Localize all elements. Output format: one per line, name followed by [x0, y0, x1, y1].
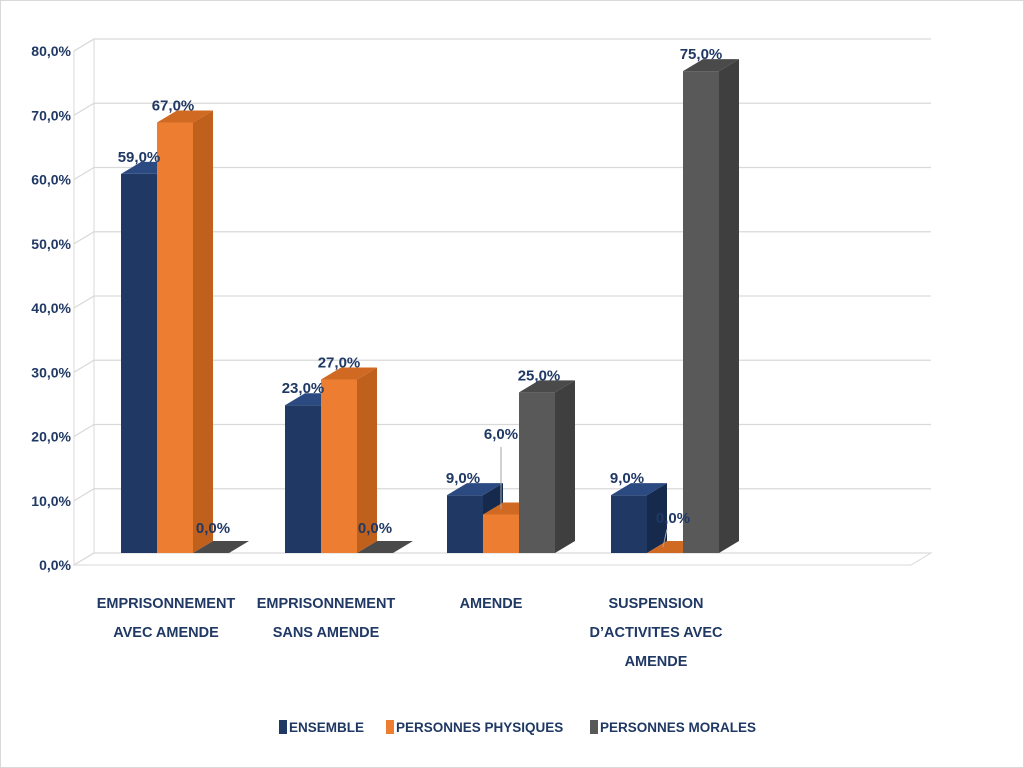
- bar-1-1: [321, 367, 377, 553]
- category-label-line: AVEC AMENDE: [113, 625, 219, 641]
- bar-side: [357, 367, 377, 553]
- legend-label: PERSONNES PHYSIQUES: [396, 720, 563, 735]
- bar-front: [447, 495, 483, 553]
- category-label-line: AMENDE: [625, 654, 688, 670]
- y-tick-label: 50,0%: [31, 236, 71, 252]
- bar-front: [519, 392, 555, 553]
- category-label-line: EMPRISONNEMENT: [97, 596, 236, 612]
- y-axis-ticks: 0,0% 10,0% 20,0% 30,0% 40,0% 50,0% 60,0% 70,0% 8…: [31, 43, 71, 573]
- y-tick-label: 70,0%: [31, 107, 71, 123]
- bar-front: [483, 514, 519, 553]
- category-label-line: EMPRISONNEMENT: [257, 596, 396, 612]
- data-label: 0,0%: [358, 520, 392, 537]
- legend-swatch: [279, 720, 287, 734]
- category-label-line: D’ACTIVITES AVEC: [590, 625, 723, 641]
- legend-item-2: PERSONNES MORALES: [590, 720, 756, 735]
- bar-front: [321, 379, 357, 553]
- y-tick-label: 0,0%: [39, 557, 71, 573]
- data-label: 59,0%: [118, 149, 161, 166]
- bar-top: [447, 483, 503, 496]
- bar-front: [285, 405, 321, 553]
- data-label: 23,0%: [282, 380, 325, 397]
- legend-swatch: [386, 720, 394, 734]
- legend-swatch: [590, 720, 598, 734]
- y-tick-label: 10,0%: [31, 493, 71, 509]
- gridlines: [73, 38, 931, 566]
- gridline: [73, 38, 931, 52]
- category-labels: EMPRISONNEMENT AVEC AMENDE EMPRISONNEMENT S…: [97, 596, 723, 670]
- bar-front: [683, 71, 719, 553]
- data-label: 9,0%: [446, 470, 480, 487]
- category-label-line: SUSPENSION: [608, 596, 703, 612]
- y-tick-label: 80,0%: [31, 43, 71, 59]
- y-tick-label: 40,0%: [31, 300, 71, 316]
- data-label: 67,0%: [152, 98, 195, 115]
- bar-front: [121, 173, 157, 554]
- legend-item-1: PERSONNES PHYSIQUES: [386, 720, 563, 735]
- category-label: AMENDE: [460, 596, 523, 612]
- legend-item-0: ENSEMBLE: [279, 720, 364, 735]
- gridline: [73, 295, 931, 309]
- bar-side: [193, 110, 213, 554]
- leader-lines: [500, 447, 668, 548]
- bar-2-2: [519, 380, 575, 553]
- bar-top: [611, 483, 667, 496]
- bar-side: [647, 483, 667, 553]
- bar-0-2: [193, 541, 249, 553]
- y-tick-label: 60,0%: [31, 172, 71, 188]
- data-label: 0,0%: [196, 520, 230, 537]
- bar-front: [157, 122, 193, 554]
- bar-top: [357, 541, 413, 553]
- bar-top: [683, 59, 739, 72]
- leader-line: [662, 528, 668, 548]
- data-label: 75,0%: [680, 46, 723, 63]
- category-label: EMPRISONNEMENT AVEC AMENDE: [97, 596, 236, 641]
- data-labels: 59,0% 23,0% 9,0% 9,0% 67,0% 27,0% 6,0% 0,0% 0,0%…: [118, 46, 723, 537]
- legend: ENSEMBLE PERSONNES PHYSIQUES PERSONNES MOR…: [279, 720, 756, 735]
- gridline: [73, 359, 931, 373]
- category-label-line: SANS AMENDE: [273, 625, 380, 641]
- bar-side: [719, 59, 739, 553]
- data-label: 0,0%: [656, 510, 690, 527]
- bar-top: [193, 541, 249, 553]
- bar-front: [611, 495, 647, 553]
- data-label: 9,0%: [610, 470, 644, 487]
- data-label: 25,0%: [518, 367, 561, 384]
- data-label: 6,0%: [484, 426, 518, 443]
- bar-3-0: [611, 483, 667, 553]
- bar-top: [321, 367, 377, 380]
- category-label-line: AMENDE: [460, 596, 523, 612]
- gridline: [73, 166, 931, 181]
- category-label: SUSPENSION D’ACTIVITES AVEC AMENDE: [590, 596, 723, 670]
- gridline: [73, 102, 931, 116]
- bar-top: [157, 110, 213, 123]
- bar-3-2: [683, 59, 739, 553]
- data-label: 27,0%: [318, 355, 361, 372]
- category-label: EMPRISONNEMENT SANS AMENDE: [257, 596, 396, 641]
- y-tick-label: 30,0%: [31, 364, 71, 380]
- bar-1-2: [357, 541, 413, 553]
- bar-0-1: [157, 110, 213, 554]
- bars: [121, 59, 739, 554]
- gridline: [73, 231, 931, 245]
- legend-label: PERSONNES MORALES: [600, 720, 756, 735]
- bar-top: [519, 380, 575, 393]
- bar-side: [555, 380, 575, 553]
- y-tick-label: 20,0%: [31, 429, 71, 445]
- gridline: [73, 423, 931, 438]
- legend-label: ENSEMBLE: [289, 720, 364, 735]
- floor: [72, 552, 933, 566]
